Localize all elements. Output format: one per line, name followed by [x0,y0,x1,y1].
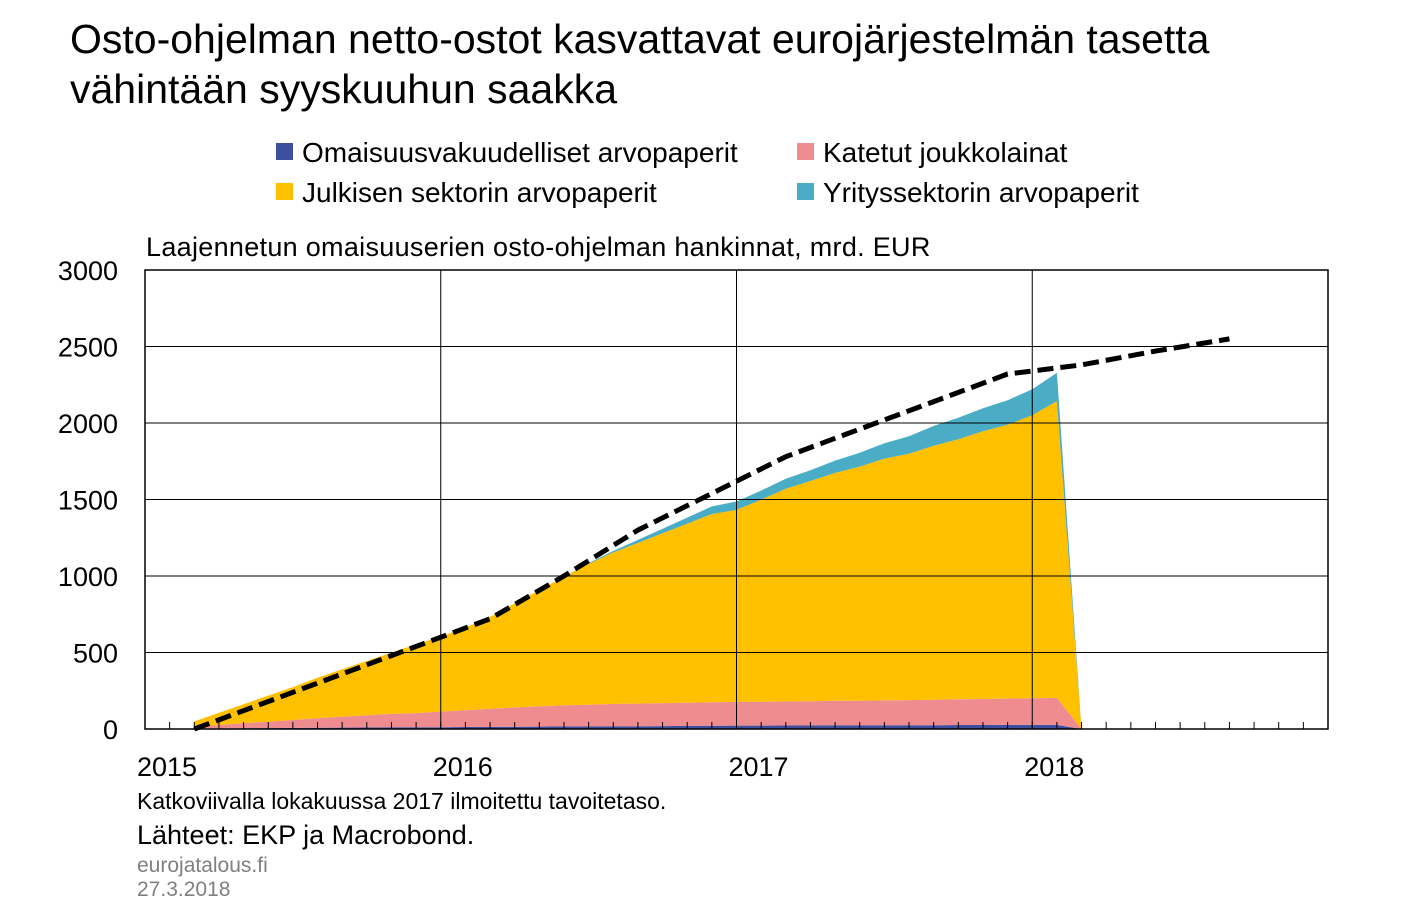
target-line [193,336,1230,732]
legend-label-corporate: Yrityssektorin arvopaperit [823,177,1139,208]
source-note: Lähteet: EKP ja Macrobond. [137,820,475,850]
x-tick-label: 2018 [1024,752,1084,782]
legend-swatch-abs [276,143,293,160]
x-tick-label: 2016 [433,752,493,782]
chart-title: Osto-ohjelman netto-ostot kasvattavat eu… [70,14,1390,114]
legend-item-public: Julkisen sektorin arvopaperit [276,176,657,210]
y-tick-label: 1000 [58,562,118,592]
y-tick-label: 3000 [58,256,118,286]
area-series-corporate [194,372,1082,729]
chart-subtitle: Laajennetun omaisuuserien osto-ohjelman … [146,232,931,262]
x-tick-label: 2015 [137,752,197,782]
footnote: Katkoviivalla lokakuussa 2017 ilmoitettu… [137,788,667,814]
chart-title-line-1: Osto-ohjelman netto-ostot kasvattavat eu… [70,16,1210,62]
legend-swatch-covered [797,143,814,160]
legend-item-corporate: Yrityssektorin arvopaperit [797,176,1139,210]
legend-item-abs: Omaisuusvakuudelliset arvopaperit [276,136,738,170]
legend-item-covered: Katetut joukkolainat [797,136,1067,170]
y-tick-label: 500 [73,639,118,669]
legend-label-abs: Omaisuusvakuudelliset arvopaperit [302,137,738,168]
legend-label-public: Julkisen sektorin arvopaperit [302,177,657,208]
y-tick-label: 2000 [58,409,118,439]
x-tick-label: 2017 [728,752,788,782]
y-tick-label: 2500 [58,333,118,363]
legend-swatch-public [276,183,293,200]
publish-date: 27.3.2018 [137,878,231,901]
area-series-covered [194,697,1082,729]
legend-swatch-corporate [797,183,814,200]
legend-label-covered: Katetut joukkolainat [823,137,1068,168]
chart-title-line-2: vähintään syyskuuhun saakka [70,66,618,112]
y-tick-label: 0 [103,715,118,745]
site-label: eurojatalous.fi [137,854,268,877]
y-tick-label: 1500 [58,486,118,516]
